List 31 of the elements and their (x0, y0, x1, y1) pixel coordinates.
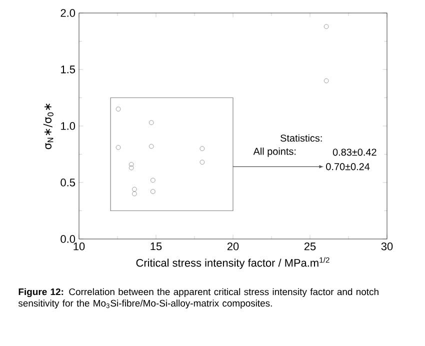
x-axis-title: Critical stress intensity factor / MPa.m$^{1/2}$ (136, 257, 330, 269)
point (324, 24, 329, 29)
point (150, 178, 156, 183)
point (148, 144, 154, 149)
point (200, 160, 205, 165)
point (128, 165, 134, 170)
point (150, 189, 156, 194)
x-tick-label: 20 (227, 242, 239, 250)
point (116, 106, 121, 112)
point (148, 120, 154, 126)
annotation: Statistics: (280, 134, 322, 142)
x-tick-label: 30 (381, 242, 393, 250)
point (132, 191, 137, 196)
annotation: All points: (253, 148, 296, 157)
x-tick-label: 15 (150, 242, 162, 250)
point (132, 186, 137, 192)
y-tick-label: 0.0 (60, 235, 76, 243)
x-tick-label: 25 (304, 242, 316, 250)
annotation: 0.70±0.24 (326, 163, 370, 170)
annotation: 0.83±0.42 (332, 148, 376, 156)
text: Figure 12: Correlation between the apparent critical stress intensity factor and notch sensitivity for the Mo$_{3}$Si-fibre/Mo-Si-alloy-matrix composites. (18, 288, 378, 308)
point (200, 146, 205, 151)
y-tick-label: 2.0 (60, 9, 76, 17)
y-tick-label: 1.5 (61, 66, 76, 74)
x-tick-label: 10 (74, 242, 85, 250)
y-tick-label: 1.0 (61, 122, 76, 130)
y-tick-label: 0.5 (60, 178, 76, 186)
y-axis-title: σ$_{N}$∗/σ$_{0}$∗ (43, 104, 54, 150)
point (116, 145, 121, 150)
point (128, 162, 134, 167)
point (324, 78, 329, 84)
